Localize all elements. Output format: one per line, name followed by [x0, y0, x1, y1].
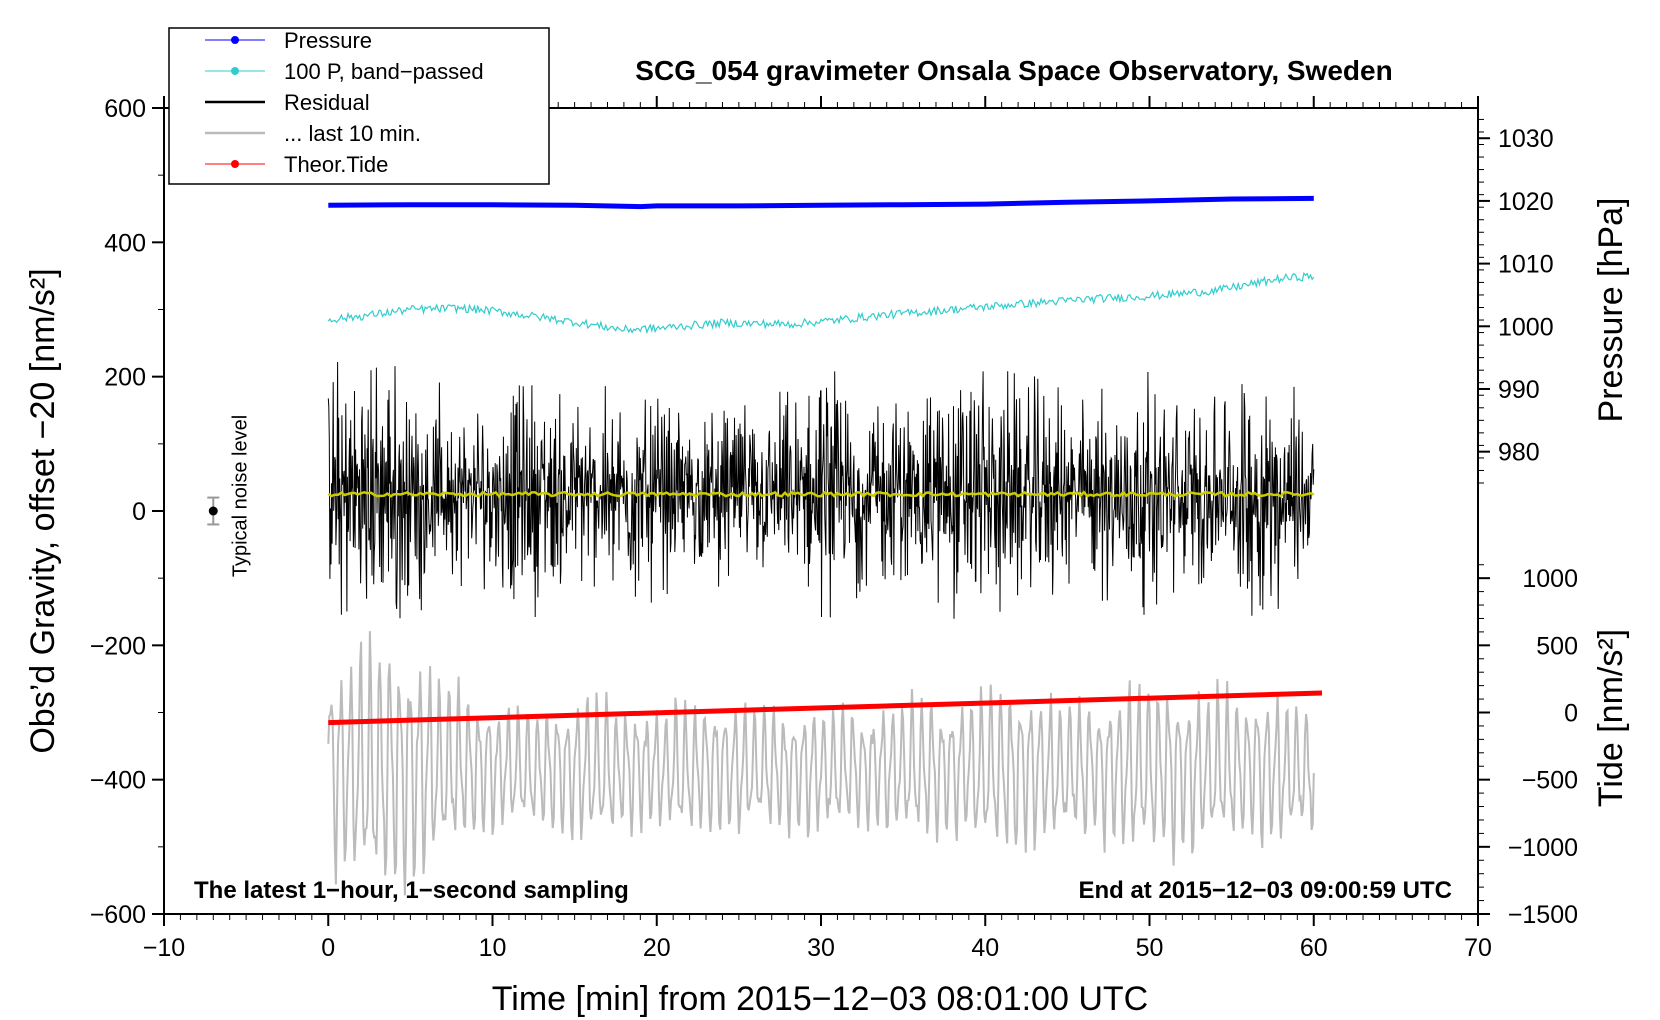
y-left-tick-label: −200 [90, 632, 146, 660]
y-left-axis-ticks: 600 400 200 0 −200 −400 −600 [90, 95, 164, 929]
legend-box [168, 27, 550, 185]
noise-marker-group: Typical noise level [207, 415, 251, 577]
pressure-tick-label: 1010 [1498, 251, 1554, 279]
series-last-10-min [327, 631, 1315, 896]
x-axis-title: Time [min] from 2015−12−03 08:01:00 UTC [492, 980, 1148, 1018]
x-tick-label: 40 [971, 934, 999, 962]
y-left-tick-label: 0 [132, 498, 146, 526]
x-tick-label: −10 [143, 934, 185, 962]
x-tick-label: 0 [321, 934, 335, 962]
legend-label: 100 P, band−passed [284, 59, 484, 84]
legend-label: Theor.Tide [284, 152, 388, 177]
y-right-pressure-title: Pressure [hPa] [1592, 198, 1630, 423]
pressure-tick-label: 1030 [1498, 125, 1554, 153]
legend-marker [231, 160, 239, 168]
x-tick-label: 70 [1464, 934, 1492, 962]
chart-title: SCG_054 gravimeter Onsala Space Observat… [635, 55, 1392, 86]
pressure-tick-label: 1000 [1498, 313, 1554, 341]
y-left-tick-label: −400 [90, 767, 146, 795]
legend-marker [231, 67, 239, 75]
y-left-tick-label: −600 [90, 901, 146, 929]
tide-tick-label: −500 [1522, 767, 1578, 795]
annotation-end-time: End at 2015−12−03 09:00:59 UTC [1078, 877, 1452, 904]
tide-tick-label: 500 [1536, 632, 1578, 660]
legend-label: ... last 10 min. [284, 121, 421, 146]
x-tick-label: 20 [643, 934, 671, 962]
pressure-tick-label: 980 [1498, 439, 1540, 467]
series-band-passed [327, 271, 1315, 335]
tide-tick-label: −1000 [1508, 834, 1578, 862]
y-left-tick-label: 600 [104, 95, 146, 123]
tide-tick-label: −1500 [1508, 901, 1578, 929]
y-left-axis-title: Obs’d Gravity, offset −20 [nm/s²] [24, 268, 62, 753]
series-pressure [328, 195, 1314, 210]
series-layer [327, 195, 1323, 896]
y-left-tick-label: 200 [104, 364, 146, 392]
noise-label: Typical noise level [229, 415, 251, 577]
tide-tick-label: 1000 [1522, 565, 1578, 593]
series-yellow-filtered [327, 490, 1315, 499]
x-tick-label: 10 [479, 934, 507, 962]
x-tick-label: 50 [1136, 934, 1164, 962]
y-right-tide-title: Tide [nm/s²] [1592, 629, 1630, 807]
legend: Pressure 100 P, band−passed Residual ... la… [168, 27, 550, 185]
x-axis-ticks: −10 0 10 20 30 40 50 60 70 [143, 96, 1492, 962]
annotation-sampling: The latest 1−hour, 1−second sampling [194, 877, 629, 904]
pressure-tick-label: 1020 [1498, 188, 1554, 216]
tide-tick-label: 0 [1564, 700, 1578, 728]
y-right-axis-ticks: 1030 1020 1010 1000 990 980 1000 500 0 −500 −1000 −… [1478, 118, 1578, 929]
legend-marker [231, 36, 239, 44]
x-tick-label: 30 [807, 934, 835, 962]
noise-point [208, 506, 218, 516]
series-residual [327, 361, 1315, 619]
pressure-tick-label: 990 [1498, 376, 1540, 404]
legend-label: Residual [284, 90, 370, 115]
series-theor-tide [328, 690, 1323, 726]
legend-label: Pressure [284, 28, 372, 53]
y-left-tick-label: 400 [104, 229, 146, 257]
x-tick-label: 60 [1300, 934, 1328, 962]
